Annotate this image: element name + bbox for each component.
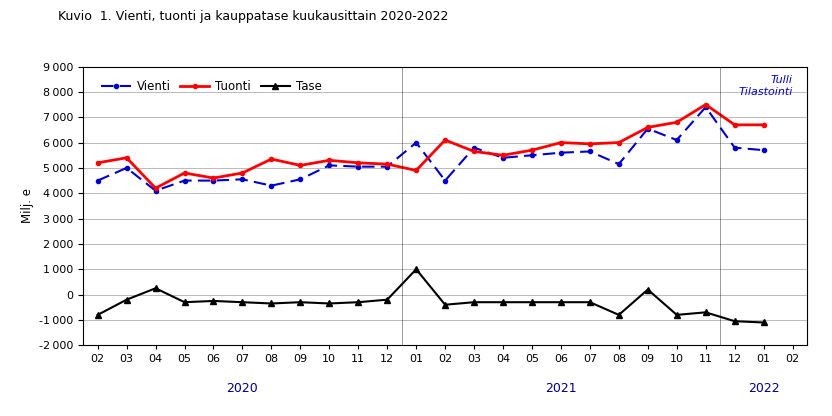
Tase [440,302,450,307]
Tase [180,300,190,305]
Tuonti [324,158,334,163]
Vienti [266,183,276,188]
Vienti [469,145,479,150]
Vienti [701,104,711,109]
Tuonti [730,122,740,127]
Tuonti [643,125,653,130]
Tase [354,300,364,305]
Text: Tulli
Tilastointi: Tulli Tilastointi [738,75,793,97]
Tuonti [701,102,711,107]
Vienti [440,178,450,183]
Text: Kuvio  1. Vienti, tuonti ja kauppatase kuukausittain 2020-2022: Kuvio 1. Vienti, tuonti ja kauppatase ku… [58,10,448,23]
Legend: Vienti, Tuonti, Tase: Vienti, Tuonti, Tase [97,75,326,98]
Tase [527,300,537,305]
Tuonti [759,122,769,127]
Tuonti [469,149,479,154]
Tuonti [498,153,508,158]
Vienti [498,155,508,160]
Tase [382,297,392,302]
Tase [469,300,479,305]
Vienti [151,188,161,193]
Tase [92,312,102,317]
Tase [498,300,508,305]
Tase [643,287,653,292]
Line: Tuonti: Tuonti [96,102,765,190]
Y-axis label: Milj. e: Milj. e [21,188,33,223]
Tase [759,320,769,325]
Vienti [614,161,624,166]
Vienti [585,149,595,154]
Tase [556,300,566,305]
Tase [411,267,421,272]
Vienti [411,140,421,145]
Tuonti [121,155,131,160]
Vienti [643,126,653,131]
Tase [295,300,305,305]
Tase [237,300,247,305]
Tuonti [440,138,450,143]
Line: Vienti: Vienti [96,105,765,193]
Tuonti [382,161,392,166]
Vienti [730,145,740,150]
Vienti [180,178,190,183]
Tase [671,312,681,317]
Tuonti [411,168,421,173]
Tase [324,301,334,306]
Tuonti [527,148,537,153]
Tuonti [237,171,247,176]
Tuonti [92,160,102,165]
Tuonti [151,186,161,191]
Tuonti [180,171,190,176]
Vienti [121,166,131,171]
Vienti [671,138,681,143]
Text: 2021: 2021 [545,381,577,394]
Tuonti [585,141,595,146]
Vienti [237,177,247,182]
Tase [121,297,131,302]
Vienti [759,148,769,153]
Tuonti [354,160,364,165]
Text: 2022: 2022 [748,381,780,394]
Tuonti [614,140,624,145]
Vienti [382,164,392,169]
Tase [614,312,624,317]
Tuonti [295,163,305,168]
Vienti [527,153,537,158]
Vienti [556,150,566,155]
Tase [701,310,711,315]
Tase [209,298,219,303]
Vienti [295,177,305,182]
Text: 2020: 2020 [226,381,258,394]
Tuonti [209,176,219,181]
Vienti [92,178,102,183]
Vienti [354,164,364,169]
Tase [585,300,595,305]
Vienti [209,178,219,183]
Line: Tase: Tase [95,267,766,325]
Tase [151,286,161,291]
Tase [266,301,276,306]
Tase [730,319,740,324]
Tuonti [556,140,566,145]
Tuonti [671,120,681,125]
Tuonti [266,156,276,161]
Vienti [324,163,334,168]
